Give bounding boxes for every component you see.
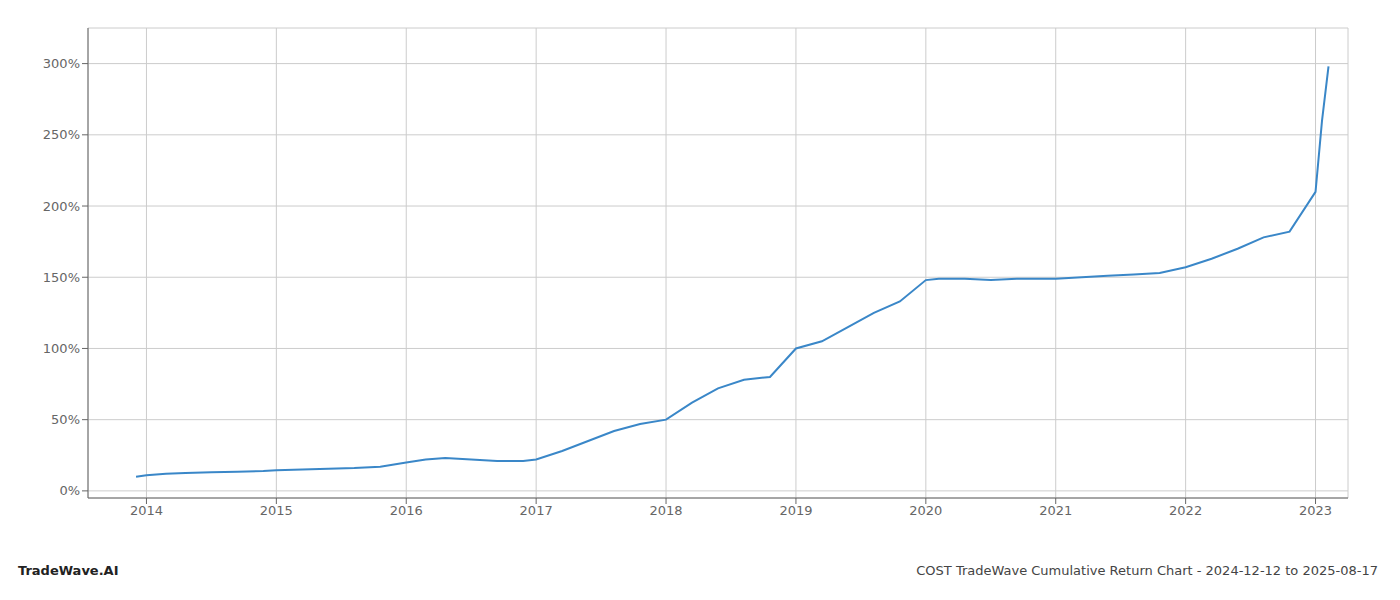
svg-text:2020: 2020 — [909, 503, 942, 518]
svg-text:250%: 250% — [43, 127, 80, 142]
svg-text:150%: 150% — [43, 270, 80, 285]
svg-text:300%: 300% — [43, 56, 80, 71]
html-text:TradeWave.AI: TradeWave.AI — [18, 563, 119, 578]
svg-text:2015: 2015 — [260, 503, 293, 518]
svg-text:2017: 2017 — [520, 503, 553, 518]
svg-text:2019: 2019 — [779, 503, 812, 518]
svg-text:100%: 100% — [43, 341, 80, 356]
svg-text:2016: 2016 — [390, 503, 423, 518]
svg-text:200%: 200% — [43, 199, 80, 214]
html-text:COST TradeWave Cumulative Retu: COST TradeWave Cumulative Return Chart -… — [916, 563, 1378, 578]
svg-text:2023: 2023 — [1299, 503, 1332, 518]
svg-text:2018: 2018 — [649, 503, 682, 518]
svg-text:2021: 2021 — [1039, 503, 1072, 518]
svg-text:50%: 50% — [51, 412, 80, 427]
svg-text:2022: 2022 — [1169, 503, 1202, 518]
svg-text:2014: 2014 — [130, 503, 163, 518]
svg-text:0%: 0% — [59, 483, 80, 498]
